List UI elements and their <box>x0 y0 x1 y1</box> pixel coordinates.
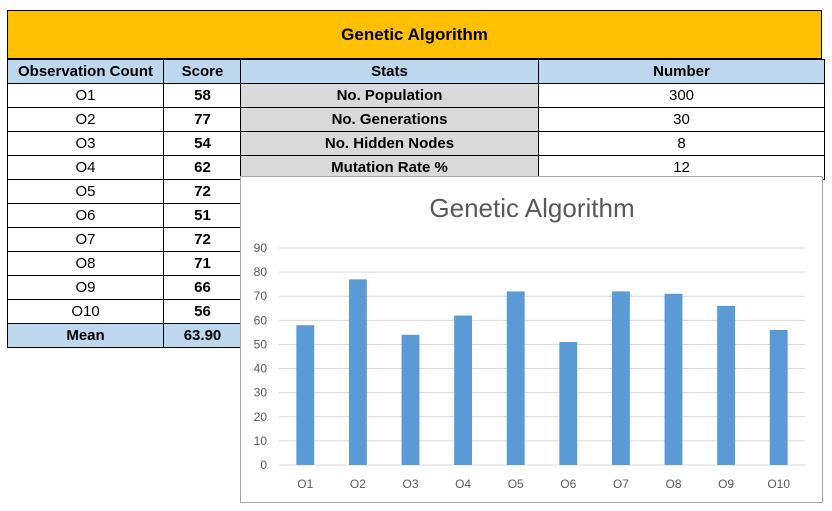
x-tick-label: O9 <box>718 477 734 491</box>
y-tick-label: 0 <box>260 458 267 472</box>
table-row: O8 71 <box>7 251 242 276</box>
y-tick-label: 30 <box>254 386 268 400</box>
stats-table: Stats Number No. Population 300 No. Gener… <box>240 59 825 180</box>
stat-name: No. Hidden Nodes <box>240 131 539 156</box>
bar-o5 <box>506 291 525 465</box>
y-axis-ticks: 0 10 20 30 40 50 60 70 80 90 <box>254 241 268 472</box>
bar-o9 <box>717 305 736 465</box>
x-tick-label: O5 <box>508 477 524 491</box>
number-header: Number <box>538 59 825 84</box>
x-tick-label: O7 <box>613 477 629 491</box>
x-tick-label: O8 <box>665 477 681 491</box>
x-tick-label: O4 <box>455 477 471 491</box>
score-cell: 72 <box>163 227 242 252</box>
observation-cell: O4 <box>7 155 164 180</box>
score-cell: 72 <box>163 179 242 204</box>
observation-cell: O10 <box>7 299 164 324</box>
score-cell: 56 <box>163 299 242 324</box>
x-tick-label: O10 <box>767 477 790 491</box>
table-row: O2 77 <box>7 107 242 132</box>
table-row: O6 51 <box>7 203 242 228</box>
table-row: Mutation Rate % 12 <box>240 155 825 180</box>
table-row: O1 58 <box>7 83 242 108</box>
chart-title: Genetic Algorithm <box>429 193 634 223</box>
bar-o2 <box>348 279 367 465</box>
table-row: O10 56 <box>7 299 242 324</box>
observation-cell: O1 <box>7 83 164 108</box>
bar-chart: Genetic Algorithm 0 10 20 30 40 50 60 70 80 90 O1… <box>254 193 805 491</box>
bar-o4 <box>454 315 473 465</box>
observation-cell: O6 <box>7 203 164 228</box>
table-row: No. Population 300 <box>240 83 825 108</box>
score-cell: 62 <box>163 155 242 180</box>
y-tick-label: 10 <box>254 434 268 448</box>
x-tick-label: O1 <box>297 477 313 491</box>
score-cell: 71 <box>163 251 242 276</box>
scores-table: Observation Count Score O1 58 O2 77 O3 54 O… <box>7 59 242 348</box>
score-cell: 58 <box>163 83 242 108</box>
y-tick-label: 80 <box>254 265 268 279</box>
bars <box>296 279 788 465</box>
observation-cell: O9 <box>7 275 164 300</box>
x-tick-label: O2 <box>350 477 366 491</box>
score-cell: 54 <box>163 131 242 156</box>
bar-o1 <box>296 325 315 465</box>
score-cell: 51 <box>163 203 242 228</box>
chart-panel: Genetic Algorithm 0 10 20 30 40 50 60 70 80 90 O1… <box>240 176 823 503</box>
observation-cell: O2 <box>7 107 164 132</box>
mean-label: Mean <box>7 323 164 348</box>
table-row: No. Hidden Nodes 8 <box>240 131 825 156</box>
stat-name: Mutation Rate % <box>240 155 539 180</box>
observation-cell: O8 <box>7 251 164 276</box>
table-row: O4 62 <box>7 155 242 180</box>
stat-value: 30 <box>538 107 825 132</box>
x-tick-label: O6 <box>560 477 576 491</box>
y-tick-label: 70 <box>254 289 268 303</box>
table-row: No. Generations 30 <box>240 107 825 132</box>
bar-o10 <box>769 329 788 465</box>
x-axis-ticks: O1 O2 O3 O4 O5 O6 O7 O8 O9 O10 <box>297 477 790 491</box>
mean-row: Mean 63.90 <box>7 323 242 348</box>
score-cell: 66 <box>163 275 242 300</box>
bar-o7 <box>611 291 630 465</box>
y-tick-label: 40 <box>254 362 268 376</box>
observation-cell: O5 <box>7 179 164 204</box>
y-tick-label: 90 <box>254 241 268 255</box>
stat-value: 8 <box>538 131 825 156</box>
y-tick-label: 50 <box>254 337 268 351</box>
stats-header-row: Stats Number <box>240 59 825 84</box>
bar-o3 <box>401 334 420 465</box>
stat-name: No. Population <box>240 83 539 108</box>
stats-header: Stats <box>240 59 539 84</box>
stat-value: 300 <box>538 83 825 108</box>
observation-count-header: Observation Count <box>7 59 164 84</box>
y-tick-label: 20 <box>254 410 268 424</box>
bar-o8 <box>664 293 683 465</box>
score-header: Score <box>163 59 242 84</box>
mean-value: 63.90 <box>163 323 242 348</box>
observation-cell: O7 <box>7 227 164 252</box>
banner-title: Genetic Algorithm <box>7 10 822 59</box>
table-row: O5 72 <box>7 179 242 204</box>
table-row: O3 54 <box>7 131 242 156</box>
table-row: O9 66 <box>7 275 242 300</box>
stat-name: No. Generations <box>240 107 539 132</box>
scores-header-row: Observation Count Score <box>7 59 242 84</box>
bar-o6 <box>559 342 578 465</box>
x-tick-label: O3 <box>402 477 418 491</box>
score-cell: 77 <box>163 107 242 132</box>
observation-cell: O3 <box>7 131 164 156</box>
table-row: O7 72 <box>7 227 242 252</box>
y-tick-label: 60 <box>254 313 268 327</box>
